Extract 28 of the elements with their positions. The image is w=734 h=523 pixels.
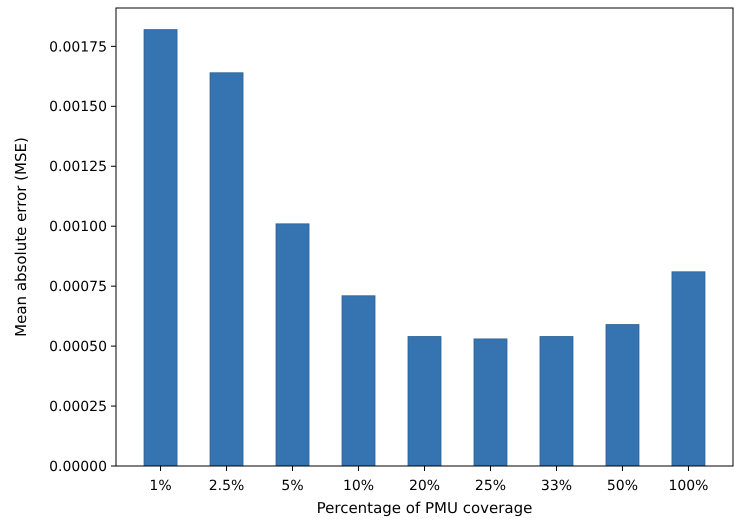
bar [210, 72, 244, 466]
x-tick-label: 25% [474, 478, 506, 494]
bar [474, 338, 508, 466]
x-tick-label: 1% [149, 478, 172, 494]
x-tick-label: 10% [342, 478, 374, 494]
y-tick-label: 0.00150 [49, 99, 107, 116]
x-tick-label: 33% [540, 478, 572, 494]
bar [540, 336, 574, 466]
y-tick-label: 0.00125 [49, 159, 107, 176]
bar [144, 29, 178, 466]
y-tick-label: 0.00100 [49, 219, 107, 236]
y-tick-label: 0.00175 [49, 39, 107, 56]
x-tick-label: 100% [668, 478, 708, 494]
y-tick-label: 0.00000 [49, 458, 107, 475]
x-tick-label: 50% [606, 478, 638, 494]
bar [342, 295, 376, 466]
x-tick-label: 5% [281, 478, 304, 494]
y-tick-label: 0.00050 [49, 339, 107, 356]
y-tick-label: 0.00025 [49, 398, 107, 415]
x-tick-label: 2.5% [208, 478, 244, 494]
bar [606, 324, 640, 466]
bar [672, 271, 706, 466]
y-tick-label: 0.00075 [49, 279, 107, 296]
x-tick-label: 20% [408, 478, 440, 494]
bar [408, 336, 442, 466]
x-axis-title: Percentage of PMU coverage [316, 499, 532, 517]
bar [276, 223, 310, 466]
y-axis-title: Mean absolute error (MSE) [12, 137, 30, 337]
